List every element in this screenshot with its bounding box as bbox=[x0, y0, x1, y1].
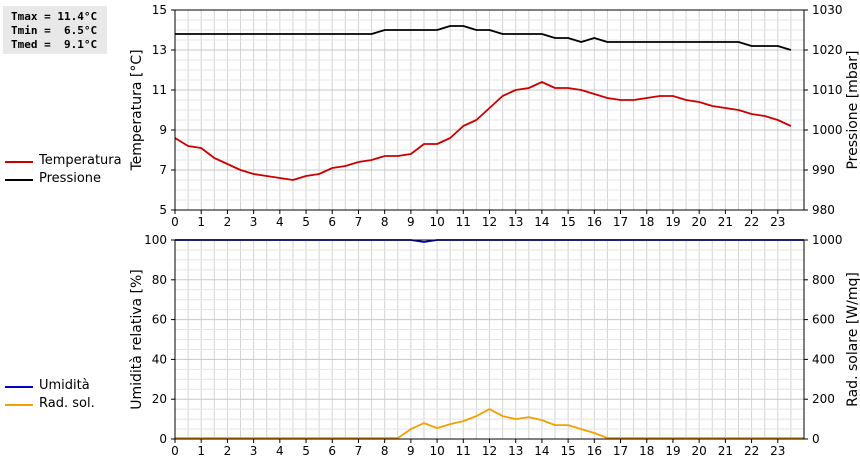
x-tick-label: 21 bbox=[718, 444, 733, 458]
legend-swatch-rad-sol bbox=[5, 404, 33, 406]
x-tick-label: 20 bbox=[692, 444, 707, 458]
x-tick-label: 14 bbox=[534, 215, 549, 229]
legend-swatch-umidita bbox=[5, 386, 33, 388]
y-axis-label-bottom: Umidità relativa [%] bbox=[129, 269, 145, 410]
x-tick-label: 8 bbox=[381, 215, 389, 229]
legend-swatch-temperatura bbox=[5, 161, 33, 163]
x-tick-label: 19 bbox=[665, 215, 680, 229]
x-tick-label: 18 bbox=[639, 444, 654, 458]
y-tick-label: 15 bbox=[152, 3, 167, 17]
x-tick-label: 19 bbox=[665, 444, 680, 458]
x-tick-label: 6 bbox=[328, 215, 336, 229]
x-tick-label: 21 bbox=[718, 215, 733, 229]
y-tick-label: 40 bbox=[152, 352, 167, 366]
x-tick-label: 5 bbox=[302, 215, 310, 229]
x-tick-label: 20 bbox=[692, 215, 707, 229]
y2-tick-label: 1020 bbox=[812, 43, 843, 57]
x-tick-label: 7 bbox=[355, 215, 363, 229]
stat-tmed: Tmed = 9.1°C bbox=[11, 38, 98, 51]
x-tick-label: 13 bbox=[508, 444, 523, 458]
x-tick-label: 2 bbox=[224, 444, 232, 458]
y-tick-label: 0 bbox=[159, 432, 167, 446]
series-line-pressione bbox=[175, 25, 792, 51]
y2-tick-label: 1000 bbox=[812, 233, 843, 247]
legend-label-rad-sol: Rad. sol. bbox=[39, 396, 95, 411]
x-tick-label: 1 bbox=[197, 444, 205, 458]
stat-tmax: Tmax = 11.4°C bbox=[11, 10, 98, 23]
stats-box: Tmax = 11.4°C Tmin = 6.5°C Tmed = 9.1°C bbox=[3, 6, 107, 54]
y-tick-label: 60 bbox=[152, 313, 167, 327]
x-tick-label: 10 bbox=[429, 215, 444, 229]
y2-tick-label: 800 bbox=[812, 273, 835, 287]
x-tick-label: 22 bbox=[744, 444, 759, 458]
x-tick-label: 3 bbox=[250, 444, 258, 458]
x-tick-label: 8 bbox=[381, 444, 389, 458]
y-tick-label: 7 bbox=[159, 163, 167, 177]
x-tick-label: 11 bbox=[456, 444, 471, 458]
x-tick-label: 13 bbox=[508, 215, 523, 229]
x-tick-label: 16 bbox=[587, 215, 602, 229]
y2-tick-label: 200 bbox=[812, 392, 835, 406]
x-tick-label: 11 bbox=[456, 215, 471, 229]
y-tick-label: 13 bbox=[152, 43, 167, 57]
x-tick-label: 0 bbox=[171, 215, 179, 229]
y2-axis-label-bottom: Rad. solare [W/mq] bbox=[845, 272, 860, 407]
y-tick-label: 20 bbox=[152, 392, 167, 406]
series-line-rad-sol- bbox=[175, 408, 804, 439]
y2-tick-label: 400 bbox=[812, 352, 835, 366]
x-tick-label: 3 bbox=[250, 215, 258, 229]
legend-label-umidita: Umidità bbox=[39, 378, 90, 393]
x-tick-label: 12 bbox=[482, 215, 497, 229]
x-tick-label: 12 bbox=[482, 444, 497, 458]
x-tick-label: 22 bbox=[744, 215, 759, 229]
x-tick-label: 4 bbox=[276, 215, 284, 229]
y-tick-label: 11 bbox=[152, 83, 167, 97]
y-tick-label: 100 bbox=[144, 233, 167, 247]
x-tick-label: 18 bbox=[639, 215, 654, 229]
x-tick-label: 0 bbox=[171, 444, 179, 458]
y2-tick-label: 980 bbox=[812, 203, 835, 217]
y-axis-label-top: Temperatura [°C] bbox=[129, 49, 145, 171]
x-tick-label: 17 bbox=[613, 215, 628, 229]
x-tick-label: 6 bbox=[328, 444, 336, 458]
x-tick-label: 17 bbox=[613, 444, 628, 458]
legend-label-pressione: Pressione bbox=[39, 171, 102, 186]
y-tick-label: 80 bbox=[152, 273, 167, 287]
y2-tick-label: 1030 bbox=[812, 3, 843, 17]
series-line-temperatura bbox=[174, 81, 792, 181]
x-tick-label: 23 bbox=[770, 444, 785, 458]
x-tick-label: 5 bbox=[302, 444, 310, 458]
x-tick-label: 14 bbox=[534, 444, 549, 458]
x-tick-label: 15 bbox=[560, 215, 575, 229]
y2-tick-label: 0 bbox=[812, 432, 820, 446]
stat-tmin: Tmin = 6.5°C bbox=[11, 24, 98, 37]
legend-label-temperatura: Temperatura bbox=[39, 153, 122, 168]
y-tick-label: 5 bbox=[159, 203, 167, 217]
y2-tick-label: 1010 bbox=[812, 83, 843, 97]
legend-swatch-pressione bbox=[5, 179, 33, 181]
y2-tick-label: 990 bbox=[812, 163, 835, 177]
x-tick-label: 2 bbox=[224, 215, 232, 229]
x-tick-label: 10 bbox=[429, 444, 444, 458]
x-tick-label: 23 bbox=[770, 215, 785, 229]
x-tick-label: 9 bbox=[407, 444, 415, 458]
y2-tick-label: 1000 bbox=[812, 123, 843, 137]
x-tick-label: 4 bbox=[276, 444, 284, 458]
x-tick-label: 15 bbox=[560, 444, 575, 458]
y-tick-label: 9 bbox=[159, 123, 167, 137]
x-tick-label: 1 bbox=[197, 215, 205, 229]
x-tick-label: 7 bbox=[355, 444, 363, 458]
y2-axis-label-top: Pressione [mbar] bbox=[845, 50, 860, 169]
y2-tick-label: 600 bbox=[812, 313, 835, 327]
x-tick-label: 9 bbox=[407, 215, 415, 229]
x-tick-label: 16 bbox=[587, 444, 602, 458]
